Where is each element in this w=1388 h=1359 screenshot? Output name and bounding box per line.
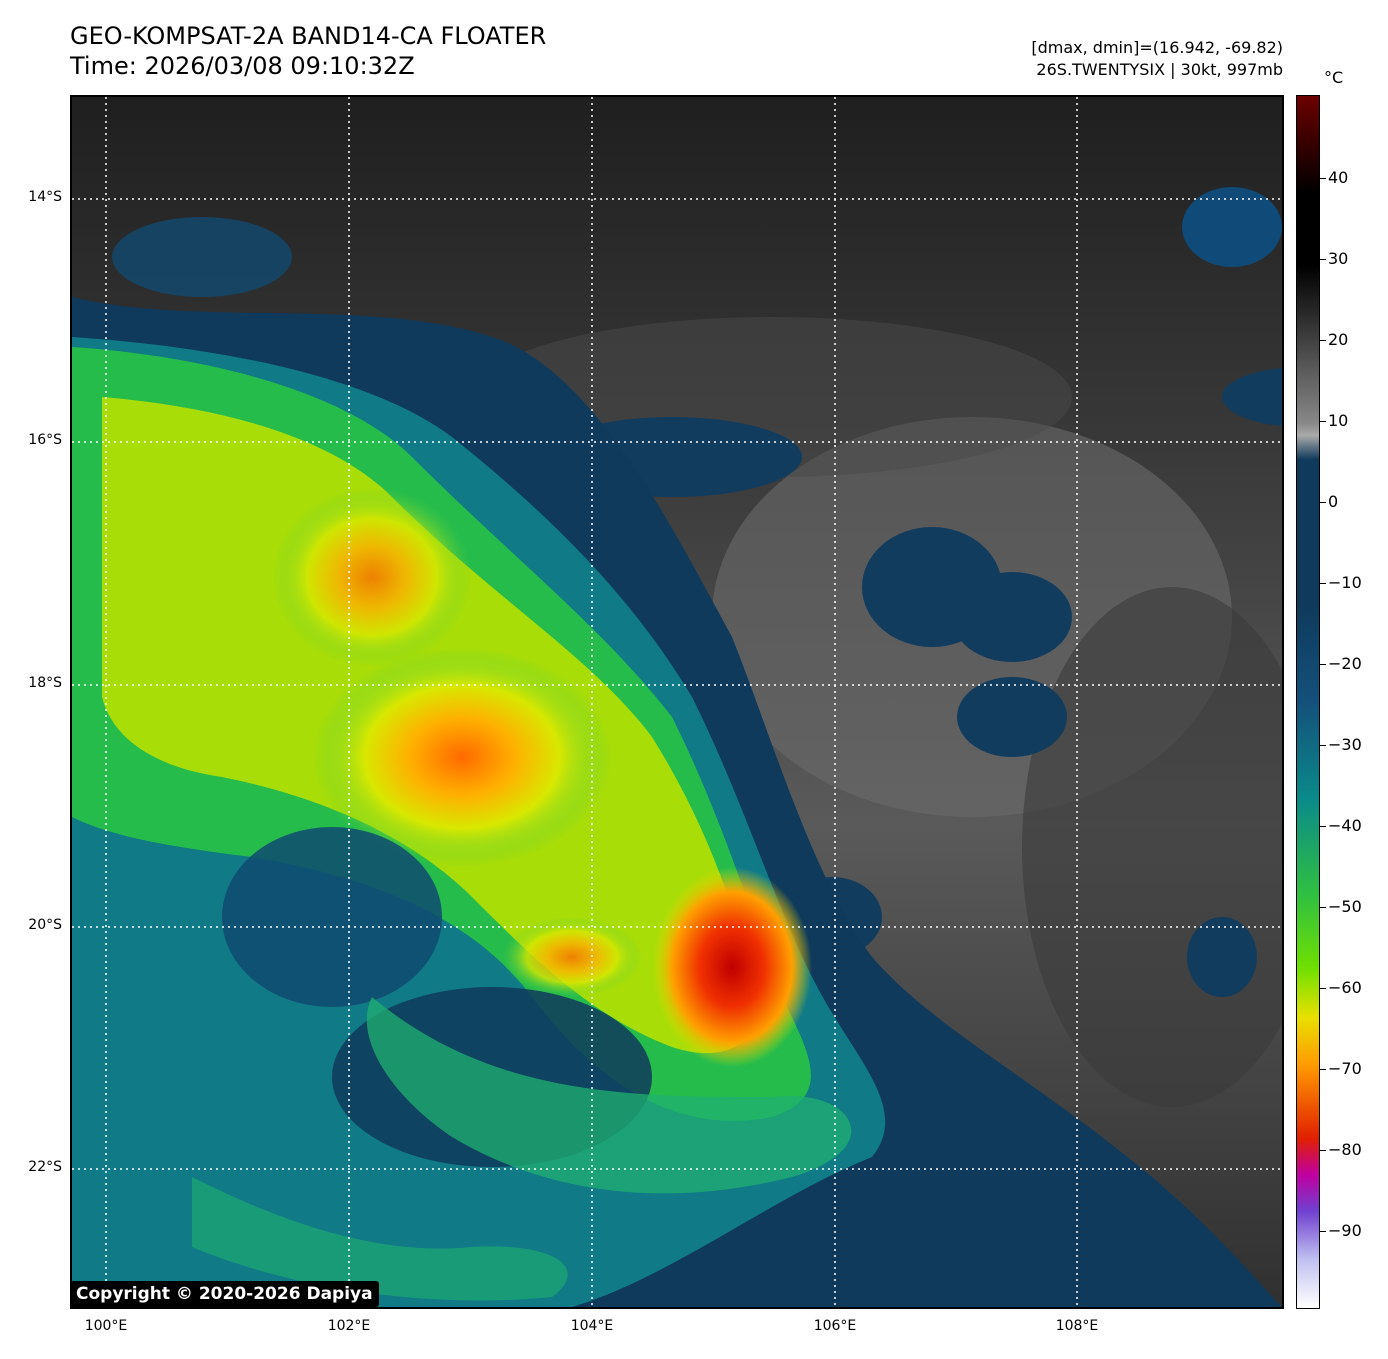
colorbar-tick-label: 40	[1328, 168, 1349, 187]
dmax-dmin-readout: [dmax, dmin]=(16.942, -69.82)	[1031, 38, 1283, 57]
colorbar-tick-label: 20	[1328, 330, 1349, 349]
lon-label-100e: 100°E	[84, 1318, 128, 1334]
colorbar-tick-label: −70	[1328, 1059, 1362, 1078]
colorbar-tick-mark	[1320, 745, 1326, 746]
colorbar-tick-mark	[1320, 1069, 1326, 1070]
colorbar-tick-mark	[1320, 664, 1326, 665]
colorbar-tick-label: 0	[1328, 492, 1339, 511]
chart-time: Time: 2026/03/08 09:10:32Z	[70, 52, 415, 80]
colorbar-tick-label: −40	[1328, 816, 1362, 835]
colorbar-tick-mark	[1320, 259, 1326, 260]
satellite-map	[70, 95, 1284, 1309]
colorbar-tick-mark	[1320, 421, 1326, 422]
lon-label-108e: 108°E	[1055, 1318, 1099, 1334]
colorbar-tick-mark	[1320, 502, 1326, 503]
colorbar-tick-mark	[1320, 583, 1326, 584]
colorbar-tick-mark	[1320, 826, 1326, 827]
colorbar-tick-mark	[1320, 988, 1326, 989]
colorbar-tick-label: −10	[1328, 573, 1362, 592]
lat-label-20s: 20°S	[28, 917, 62, 933]
lat-label-18s: 18°S	[28, 675, 62, 691]
lat-label-14s: 14°S	[28, 189, 62, 205]
colorbar-tick-mark	[1320, 1150, 1326, 1151]
lat-label-16s: 16°S	[28, 432, 62, 448]
colorbar-tick-label: −90	[1328, 1221, 1362, 1240]
colorbar-tick-mark	[1320, 907, 1326, 908]
storm-info: 26S.TWENTYSIX | 30kt, 997mb	[1036, 60, 1283, 79]
colorbar-tick-mark	[1320, 1231, 1326, 1232]
lon-label-106e: 106°E	[813, 1318, 857, 1334]
colorbar-tick-mark	[1320, 178, 1326, 179]
colorbar-tick-label: −30	[1328, 735, 1362, 754]
colorbar-tick-label: −80	[1328, 1140, 1362, 1159]
colorbar-unit: °C	[1324, 68, 1344, 87]
lat-label-22s: 22°S	[28, 1159, 62, 1175]
chart-title: GEO-KOMPSAT-2A BAND14-CA FLOATER	[70, 22, 547, 50]
colorbar-tick-mark	[1320, 340, 1326, 341]
colorbar-tick-label: −20	[1328, 654, 1362, 673]
colorbar-tick-label: 10	[1328, 411, 1349, 430]
colorbar-tick-label: −50	[1328, 897, 1362, 916]
colorbar	[1296, 95, 1320, 1309]
ir-imagery	[72, 97, 1282, 1307]
colorbar-tick-label: −60	[1328, 978, 1362, 997]
lon-label-102e: 102°E	[327, 1318, 371, 1334]
colorbar-tick-label: 30	[1328, 249, 1349, 268]
copyright-badge: Copyright © 2020-2026 Dapiya	[70, 1281, 379, 1307]
lon-label-104e: 104°E	[570, 1318, 614, 1334]
